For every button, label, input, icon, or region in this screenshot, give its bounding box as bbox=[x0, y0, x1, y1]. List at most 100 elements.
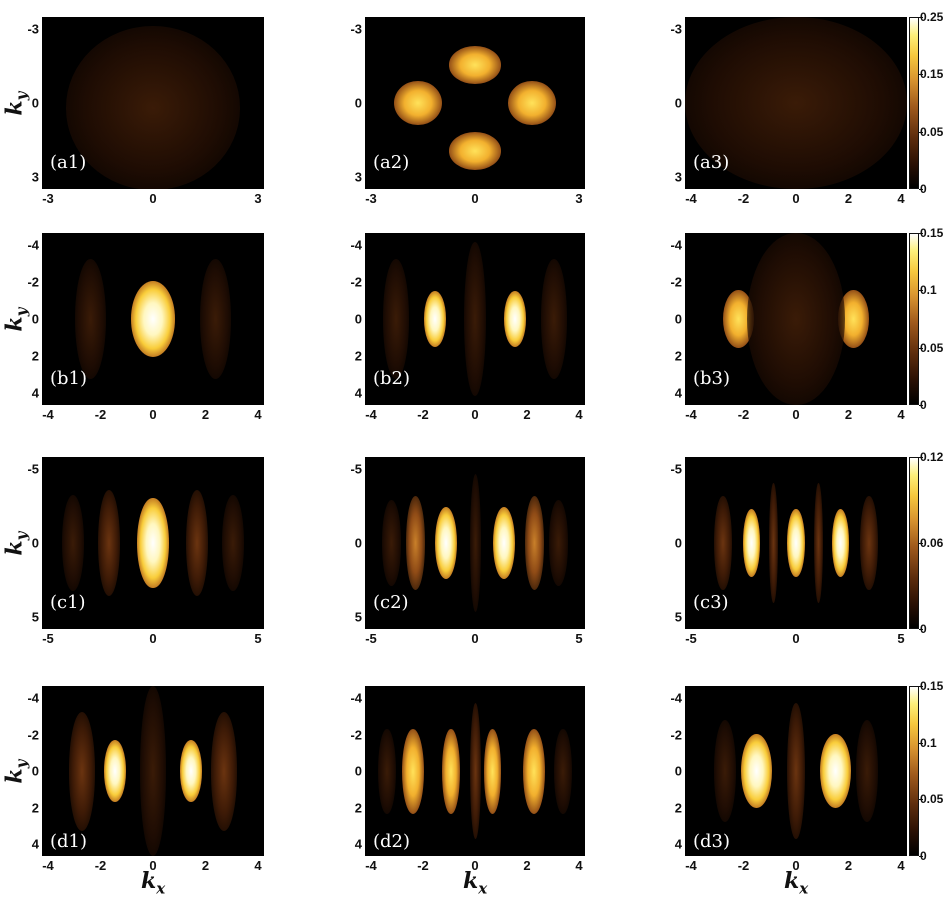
colorbar-tick-mark bbox=[919, 17, 923, 18]
y-tick-label: -2 bbox=[670, 274, 682, 290]
colorbar-tick-mark bbox=[919, 543, 923, 544]
density-lobe bbox=[393, 80, 442, 126]
x-tick-label: 0 bbox=[792, 858, 800, 873]
y-axis-label: ky bbox=[1, 308, 30, 332]
colorbar-tick-label: 0.15 bbox=[920, 226, 944, 240]
y-tick-label: 0 bbox=[354, 311, 362, 327]
density-lobe bbox=[483, 728, 502, 814]
y-tick-label: 5 bbox=[674, 609, 682, 625]
colorbar-tick-label: 0.15 bbox=[920, 679, 944, 693]
colorbar bbox=[909, 233, 919, 405]
panel-label: (a3) bbox=[693, 152, 730, 173]
y-tick-label: 2 bbox=[674, 800, 682, 815]
colorbar-tick-label: 0 bbox=[920, 849, 927, 863]
x-tick-label: 5 bbox=[897, 631, 905, 646]
colorbar-tick-mark bbox=[919, 347, 923, 349]
y-axis-symbol: k bbox=[1, 100, 28, 116]
x-tick-label: 0 bbox=[471, 631, 479, 646]
density-lobe bbox=[75, 258, 107, 380]
y-tick-label: -3 bbox=[670, 21, 682, 37]
x-tick-label: -4 bbox=[365, 407, 377, 422]
y-tick-label: -4 bbox=[670, 237, 682, 253]
x-tick-label: 0 bbox=[149, 631, 157, 646]
colorbar-tick-mark bbox=[919, 686, 923, 687]
x-tick-label: -2 bbox=[737, 407, 750, 422]
x-axis-subscript: x bbox=[156, 879, 166, 897]
colorbar bbox=[909, 686, 919, 856]
x-tick-label: 2 bbox=[523, 407, 531, 422]
y-tick-label: 0 bbox=[354, 535, 362, 551]
y-axis-subscript: y bbox=[12, 531, 31, 541]
density-lobe bbox=[469, 703, 481, 839]
density-lobe bbox=[435, 506, 458, 580]
x-tick-label: -2 bbox=[94, 407, 107, 422]
x-tick-label: -5 bbox=[42, 631, 54, 646]
colorbar-tick-label: 0.06 bbox=[920, 536, 944, 550]
panel-label: (d2) bbox=[373, 831, 411, 852]
panel-label: (d1) bbox=[50, 831, 88, 852]
x-tick-label: -2 bbox=[737, 191, 750, 206]
x-tick-label: 0 bbox=[792, 407, 800, 422]
y-tick-label: 0 bbox=[31, 95, 39, 111]
y-axis-symbol: k bbox=[1, 768, 28, 784]
x-tick-label: 2 bbox=[844, 191, 853, 206]
colorbar-tick-mark bbox=[919, 629, 923, 630]
density-lobe bbox=[860, 495, 879, 591]
y-tick-label: 0 bbox=[674, 535, 682, 551]
density-lobe bbox=[548, 500, 569, 586]
x-tick-label: 2 bbox=[201, 407, 210, 422]
colorbar bbox=[909, 17, 919, 189]
colorbar-tick-label: 0 bbox=[920, 398, 927, 412]
x-tick-label: 4 bbox=[897, 191, 905, 206]
density-lobe bbox=[747, 233, 845, 405]
density-lobe bbox=[787, 508, 805, 578]
x-tick-label: 2 bbox=[201, 858, 210, 873]
y-tick-label: 0 bbox=[31, 311, 39, 327]
density-lobe bbox=[523, 728, 546, 814]
density-lobe bbox=[541, 258, 568, 380]
y-tick-label: 0 bbox=[31, 763, 39, 779]
density-lobe bbox=[831, 508, 850, 578]
colorbar-tick-mark bbox=[919, 290, 923, 292]
x-tick-label: 0 bbox=[471, 191, 479, 206]
y-tick-label: -3 bbox=[27, 21, 39, 37]
density-lobe bbox=[405, 495, 426, 591]
colorbar-tick-mark bbox=[919, 457, 923, 458]
density-lobe bbox=[469, 474, 481, 612]
x-axis-symbol: k bbox=[141, 868, 157, 894]
x-axis-label: kx bbox=[463, 868, 487, 897]
x-tick-label: 0 bbox=[792, 631, 800, 646]
y-axis-label: ky bbox=[1, 532, 30, 556]
x-axis-subscript: x bbox=[799, 879, 809, 897]
x-tick-label: -4 bbox=[685, 191, 697, 206]
x-tick-label: 0 bbox=[471, 407, 479, 422]
colorbar-tick-mark bbox=[919, 742, 923, 744]
panel-label: (c2) bbox=[373, 592, 409, 613]
y-axis-label: ky bbox=[1, 760, 30, 784]
density-lobe bbox=[554, 728, 572, 814]
colorbar-tick-label: 0.1 bbox=[920, 735, 937, 750]
x-tick-label: -5 bbox=[685, 631, 697, 646]
density-lobe bbox=[402, 728, 425, 814]
y-tick-label: -2 bbox=[350, 274, 362, 290]
density-lobe bbox=[742, 508, 761, 578]
colorbar-tick-mark bbox=[919, 189, 923, 190]
y-tick-label: 0 bbox=[674, 311, 682, 327]
colorbar-tick-mark bbox=[919, 799, 923, 801]
x-tick-label: -4 bbox=[685, 407, 697, 422]
x-tick-label: 0 bbox=[149, 858, 157, 873]
colorbar-tick-label: 0 bbox=[920, 182, 927, 196]
y-tick-label: 3 bbox=[354, 169, 362, 185]
density-lobe bbox=[508, 80, 557, 126]
colorbar-tick-label: 0.15 bbox=[920, 67, 944, 82]
y-tick-label: 2 bbox=[354, 348, 362, 364]
x-tick-label: -2 bbox=[417, 407, 429, 422]
x-tick-label: 4 bbox=[254, 407, 262, 422]
y-tick-label: -2 bbox=[670, 727, 682, 742]
density-panel: (c3) bbox=[685, 457, 907, 629]
colorbar bbox=[909, 457, 919, 629]
y-tick-label: 4 bbox=[674, 836, 682, 852]
y-tick-label: -4 bbox=[27, 237, 39, 253]
y-tick-label: 0 bbox=[31, 535, 39, 551]
